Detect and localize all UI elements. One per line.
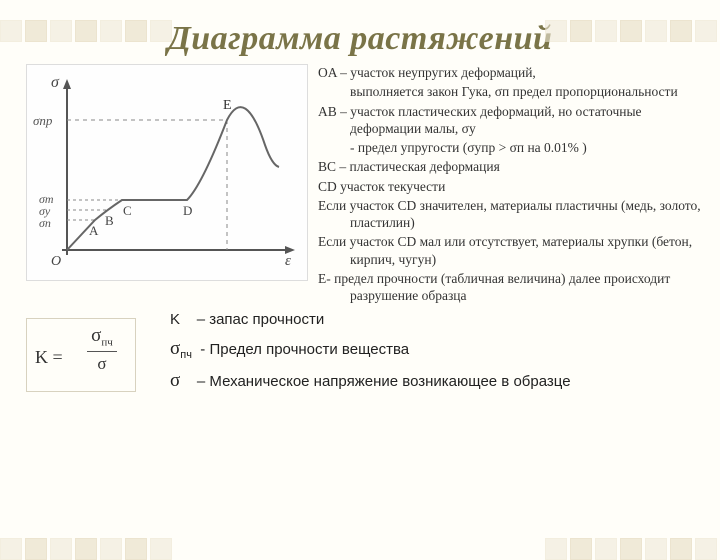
desc-CD: CD участок текучести [318,178,702,195]
y-axis-label: σ [51,74,60,91]
description-list: OA – участок неупругих деформаций, выпол… [318,64,702,306]
formula-lhs: K = [35,347,63,368]
svg-text:A: A [89,223,99,238]
def-k-sym: K [170,311,180,328]
safety-factor-formula: K = σпч σ [26,318,136,392]
desc-OA: OA – участок неупругих деформаций, [318,64,702,81]
svg-text:B: B [105,213,114,228]
desc-AB-sub: - предел упругости (σупр > σп на 0.01% ) [318,139,702,156]
svg-text:σпр: σпр [33,113,53,128]
desc-CD-large: Если участок CD значителен, материалы пл… [318,197,702,232]
def-sigma-sym: σ [170,370,180,391]
desc-BC: BC – пластическая деформация [318,158,702,175]
def-sigma-text: – Механическое напряжение возникающее в … [197,373,571,390]
def-sigma-pch-text: - Предел прочности вещества [200,341,409,358]
svg-text:σп: σп [39,216,51,230]
stress-strain-curve [67,107,279,250]
desc-AB: AB – участок пластических деформаций, но… [318,103,702,138]
desc-OA-sub: выполняется закон Гука, σп предел пропор… [318,83,702,100]
desc-CD-small: Если участок CD мал или отсутствует, мат… [318,233,702,268]
definitions: K – запас прочности σпч - Предел прочнос… [170,308,702,395]
svg-text:D: D [183,203,192,218]
formula-den: σ [81,354,123,374]
svg-text:C: C [123,203,132,218]
def-k-text: – запас прочности [197,311,325,328]
origin-label: O [51,254,61,269]
svg-text:E: E [223,98,232,113]
formula-num-sub: пч [101,337,112,349]
desc-E: E- предел прочности (табличная величина)… [318,270,702,305]
x-axis-label: ε [285,253,291,269]
stress-strain-diagram: σ ε O σпр σт σу σп A B C D E [26,64,308,281]
